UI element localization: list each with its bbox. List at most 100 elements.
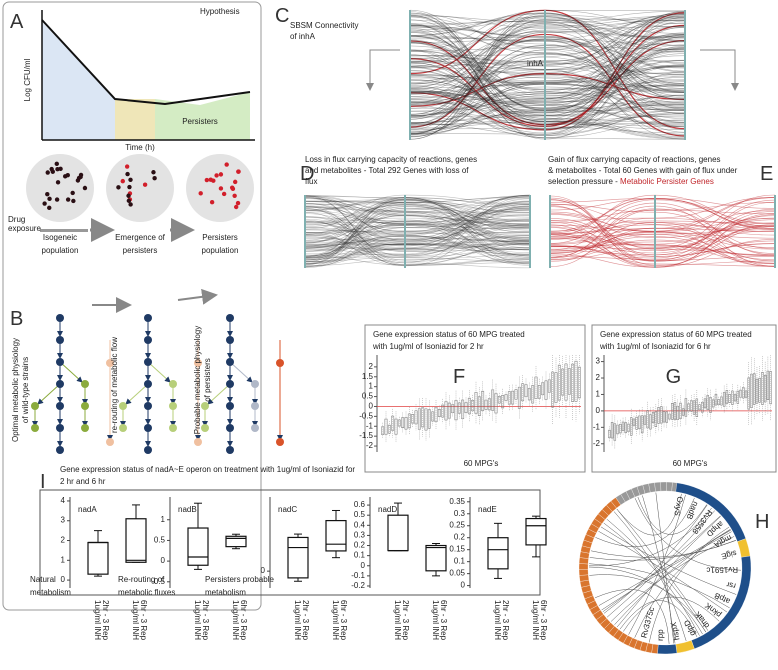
box [444,401,448,421]
node-label: inhA [527,59,544,68]
y-tick-label: 4 [61,496,66,505]
box [471,399,475,412]
y-tick-label: -2 [366,441,374,450]
box [709,397,712,413]
cell [54,197,60,202]
box [447,402,451,419]
gene-label: rsr [725,580,736,591]
node [119,402,127,410]
chord [589,574,707,633]
flow-line [304,195,531,246]
box [577,366,581,399]
chord [589,507,712,567]
chord [594,589,670,644]
box [646,410,649,429]
box [676,405,679,420]
box [739,389,742,398]
box [728,393,731,403]
y-tick-label: -1.5 [359,431,373,440]
plot-title: Gene expression status of nadA~E operon … [60,465,355,474]
edge [229,361,253,383]
flow-line [304,198,531,256]
box [524,384,528,398]
flow-line [409,48,686,111]
cell [45,170,50,175]
cell [70,190,75,196]
flow-line [409,11,686,109]
box [527,388,531,401]
box [758,377,761,403]
node [56,336,64,344]
flow-line [409,15,686,93]
flow-line [409,24,686,125]
population-label: population [42,246,79,255]
y-tick-label: 0.35 [449,497,465,506]
box [574,360,578,402]
flow-line [304,195,531,246]
box [654,411,658,427]
flow-line [304,204,531,258]
chord [642,495,676,644]
plot-title: Gene expression status of 60 MPG treated [600,330,752,339]
cell [126,198,132,203]
cell [58,166,63,172]
box [431,411,435,422]
ring-segment [657,644,678,655]
box [660,406,663,424]
rotated-label: of persisters [203,358,212,402]
box [643,415,647,425]
node [226,380,234,388]
box [712,399,715,408]
box [461,399,465,420]
chord [589,566,703,635]
plot-frame [591,324,777,473]
y-tick-label: 1 [596,389,601,398]
y-tick-label: 0 [161,556,166,565]
box [703,398,707,409]
y-tick-label: 0 [361,561,366,570]
box [567,368,571,395]
y-tick-label: 0.1 [454,557,466,566]
node [81,380,89,388]
flow-line [409,32,686,109]
flow-line [409,19,686,133]
box [451,404,455,414]
box [763,374,767,403]
panel-letter: A [10,11,24,33]
chord [602,515,721,612]
box [733,394,737,402]
y-tick-label: 0 [596,406,601,415]
box [401,417,405,429]
node [144,358,152,366]
y-tick-label: 0.6 [354,500,366,509]
y-tick-label: -0.2 [351,581,365,590]
y-tick-label: 1 [161,515,166,524]
x-tick-label: 2hr - 3 Rep [201,600,210,641]
phase-label: Persisters [182,117,218,126]
description: Gain of flux carrying capacity of reacti… [548,155,721,164]
box [616,424,619,435]
population-label: Emergence of [115,233,166,242]
flow-line [409,15,686,119]
chord [616,493,682,536]
cell [120,178,125,184]
cell [208,177,213,182]
phase-region [115,99,155,140]
box [397,419,401,427]
box [744,390,748,398]
y-tick-label: 0.5 [154,535,166,544]
highlight: Metabolic Persister Genes [620,177,714,186]
y-tick-label: 0.2 [454,533,466,542]
panel-letter: H [755,511,769,533]
flow-line [409,36,686,123]
edge [147,361,171,383]
flow-line [409,66,686,135]
box [671,403,674,420]
node [169,402,177,410]
flow-line [409,14,686,127]
cell [218,186,224,191]
flow-line [549,210,776,261]
box [692,400,696,415]
node [251,424,259,432]
x-tick-label: 6hr - 3 Rep [339,600,348,641]
